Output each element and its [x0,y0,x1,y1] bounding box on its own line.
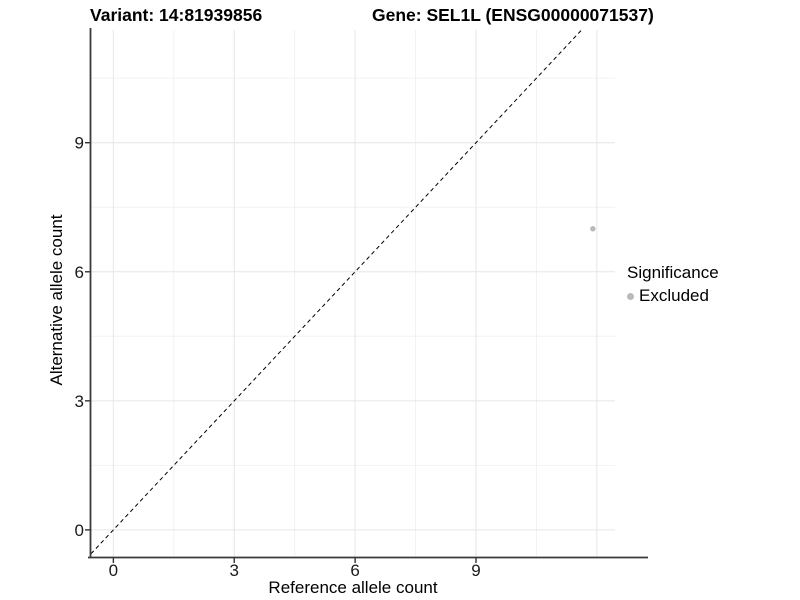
x-tick-label: 6 [350,561,359,580]
data-point [590,226,596,232]
y-tick-label: 3 [75,392,84,411]
x-tick-label: 3 [230,561,239,580]
y-axis-title: Alternative allele count [47,214,66,386]
legend-title: Significance [627,263,719,282]
legend: Significance Excluded [627,263,719,306]
x-tick-label: 9 [471,561,480,580]
identity-line [90,29,582,555]
legend-item-label: Excluded [639,286,709,305]
gene-title: Gene: SEL1L (ENSG00000071537) [372,5,654,25]
legend-item-excluded: Excluded [627,286,719,306]
y-tick-label: 9 [75,134,84,153]
y-tick-label: 0 [75,521,84,540]
excluded-point-icon [627,292,634,300]
x-tick-label: 0 [109,561,118,580]
variant-title: Variant: 14:81939856 [90,5,263,25]
y-tick-label: 6 [75,263,84,282]
x-axis-title: Reference allele count [268,578,438,597]
